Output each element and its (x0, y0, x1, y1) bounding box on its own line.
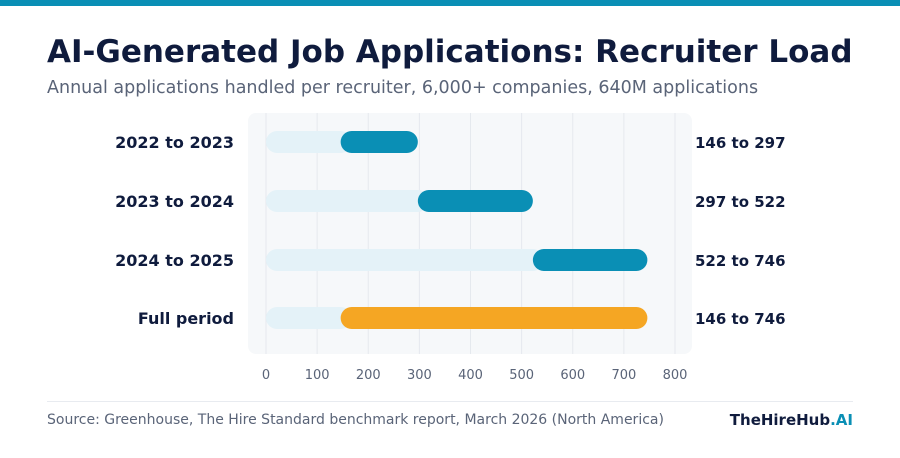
range-bar-highlight (340, 307, 648, 329)
range-track (266, 190, 429, 212)
x-tick-label: 300 (407, 368, 432, 383)
x-tick-label: 100 (305, 368, 330, 383)
category-label: 2023 to 2024 (115, 192, 234, 211)
x-tick-label: 800 (663, 368, 688, 383)
range-track (266, 307, 352, 329)
x-tick-label: 400 (458, 368, 483, 383)
category-label: Full period (138, 309, 234, 328)
value-label: 522 to 746 (695, 252, 786, 270)
range-track (266, 249, 544, 271)
range-bar-chart: 0 100 200 300 400 500 600 700 800 2022 to 2023 146… (115, 113, 786, 383)
chart-title: AI-Generated Job Applications: Recruiter… (47, 34, 853, 70)
category-label: 2024 to 2025 (115, 251, 234, 270)
footer-divider (47, 401, 853, 402)
range-bar (417, 190, 533, 212)
x-tick-label: 0 (262, 368, 270, 383)
range-bar (532, 249, 648, 271)
brand-name: TheHireHub (729, 411, 831, 429)
value-label: 146 to 746 (695, 310, 786, 328)
range-bar (340, 131, 418, 153)
chart-subtitle: Annual applications handled per recruite… (47, 78, 759, 98)
x-tick-label: 600 (560, 368, 585, 383)
x-tick-label: 200 (356, 368, 381, 383)
value-label: 297 to 522 (695, 193, 786, 211)
range-track (266, 131, 352, 153)
brand-accent: .AI (830, 411, 853, 429)
x-tick-label: 700 (611, 368, 636, 383)
value-label: 146 to 297 (695, 134, 786, 152)
x-tick-label: 500 (509, 368, 534, 383)
top-accent-bar (0, 0, 900, 6)
category-label: 2022 to 2023 (115, 133, 234, 152)
brand-logo: TheHireHub.AI (730, 411, 853, 429)
source-note: Source: Greenhouse, The Hire Standard be… (47, 412, 664, 428)
